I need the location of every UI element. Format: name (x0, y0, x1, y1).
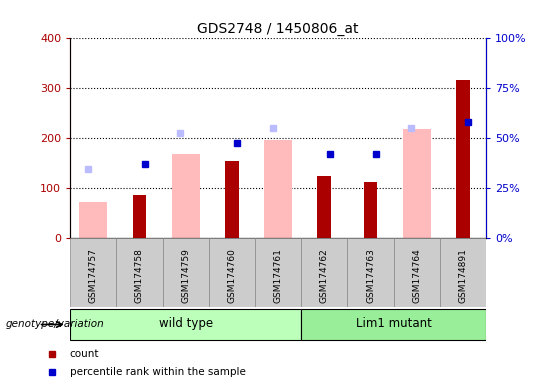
Bar (456, 80, 470, 238)
Bar (172, 154, 200, 238)
Bar (264, 140, 292, 238)
Bar (347, 238, 394, 307)
Bar (70, 238, 117, 307)
Text: GSM174763: GSM174763 (366, 248, 375, 303)
Text: GSM174891: GSM174891 (458, 248, 468, 303)
Text: GSM174762: GSM174762 (320, 248, 329, 303)
Bar (403, 129, 430, 238)
Bar (255, 238, 301, 307)
Bar (70, 309, 301, 340)
Bar (301, 238, 347, 307)
Bar (133, 195, 146, 238)
Bar (79, 202, 107, 238)
Bar (301, 309, 486, 340)
Text: Lim1 mutant: Lim1 mutant (356, 317, 431, 330)
Text: GSM174759: GSM174759 (181, 248, 190, 303)
Bar (225, 161, 239, 238)
Bar (117, 238, 163, 307)
Text: wild type: wild type (159, 317, 213, 330)
Text: count: count (70, 349, 99, 359)
Text: GSM174764: GSM174764 (412, 248, 421, 303)
Text: genotype/variation: genotype/variation (5, 319, 104, 329)
Bar (440, 238, 486, 307)
Bar (209, 238, 255, 307)
Text: GSM174760: GSM174760 (227, 248, 237, 303)
Text: GSM174758: GSM174758 (135, 248, 144, 303)
Text: GSM174761: GSM174761 (274, 248, 282, 303)
Bar (163, 238, 209, 307)
Title: GDS2748 / 1450806_at: GDS2748 / 1450806_at (197, 22, 359, 36)
Text: percentile rank within the sample: percentile rank within the sample (70, 366, 246, 377)
Bar (363, 182, 377, 238)
Bar (394, 238, 440, 307)
Text: GSM174757: GSM174757 (89, 248, 98, 303)
Bar (318, 176, 331, 238)
